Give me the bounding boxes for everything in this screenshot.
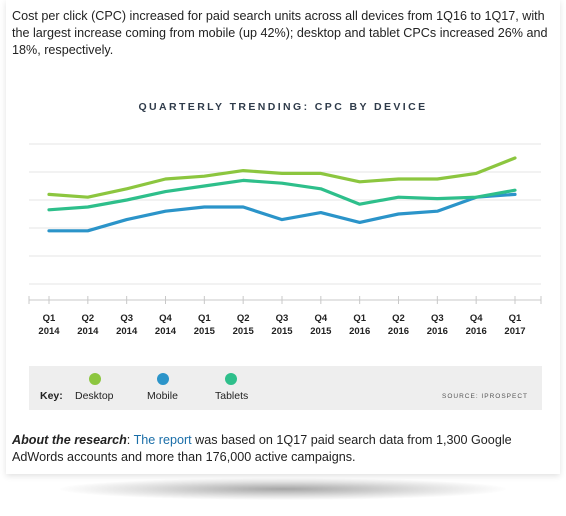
x-tick-label-quarter-1: Q2 [81, 313, 94, 324]
desktop-legend-label: Desktop [75, 390, 114, 402]
mobile-legend-label: Mobile [147, 390, 178, 402]
about-colon: : [126, 433, 134, 447]
x-tick-label-year-9: 2016 [388, 326, 409, 337]
legend-key-label: Key: [40, 390, 63, 402]
legend-bar: Key: Desktop Mobile Tablets SOURCE: IPRO… [29, 366, 542, 410]
x-tick-label-quarter-12: Q1 [509, 313, 522, 324]
chart-x-axis [28, 296, 542, 304]
page-curl-shadow [60, 478, 506, 500]
x-tick-label-year-7: 2015 [310, 326, 332, 337]
source-note: SOURCE: IPROSPECT [442, 393, 528, 400]
x-tick-label-year-4: 2015 [194, 326, 216, 337]
cpc-line-chart: Q1 2014 Q2 2014 Q3 2014 Q4 2014 Q1 2015 Q2 2015 Q3 20… [28, 143, 542, 337]
desktop-series-line [47, 156, 517, 199]
x-tick-label-year-12: 2017 [504, 326, 525, 337]
x-tick-label-year-10: 2016 [427, 326, 448, 337]
x-tick-label-year-1: 2014 [77, 326, 99, 337]
x-tick-label-quarter-9: Q2 [392, 313, 405, 324]
tablets-series-line [47, 178, 517, 212]
x-tick-label-quarter-7: Q4 [314, 313, 327, 324]
chart-title: QUARTERLY TRENDING: CPC BY DEVICE [138, 101, 428, 113]
x-tick-label-year-3: 2014 [155, 326, 177, 337]
x-tick-label-quarter-5: Q2 [237, 313, 250, 324]
x-tick-label-quarter-3: Q4 [159, 313, 172, 324]
desktop-legend-dot [89, 373, 101, 385]
x-tick-label-quarter-10: Q3 [431, 313, 444, 324]
x-tick-label-year-6: 2015 [271, 326, 293, 337]
x-tick-label-year-0: 2014 [38, 326, 60, 337]
chart-tick-labels: Q1 2014 Q2 2014 Q3 2014 Q4 2014 Q1 2015 Q2 2015 Q3 20… [38, 313, 525, 337]
x-tick-label-quarter-11: Q4 [470, 313, 483, 324]
tablets-legend-label: Tablets [215, 390, 249, 402]
x-tick-label-quarter-2: Q3 [120, 313, 133, 324]
x-tick-label-year-2: 2014 [116, 326, 138, 337]
x-tick-label-year-5: 2015 [233, 326, 255, 337]
report-link[interactable]: The report [133, 433, 192, 447]
x-tick-label-year-8: 2016 [349, 326, 370, 337]
about-rest: was based on 1Q17 paid search data from … [12, 433, 512, 464]
x-tick-label-year-11: 2016 [466, 326, 487, 337]
x-tick-label-quarter-6: Q3 [276, 313, 289, 324]
chart-grid [29, 143, 541, 285]
x-tick-label-quarter-8: Q1 [353, 313, 366, 324]
mobile-series-line [47, 192, 517, 233]
chart-series [47, 156, 517, 233]
about-paragraph: About the research: The report was based… [12, 432, 552, 466]
x-tick-label-quarter-0: Q1 [43, 313, 56, 324]
mobile-legend-dot [157, 373, 169, 385]
about-lead: About the research [12, 433, 127, 447]
tablets-legend-dot [225, 373, 237, 385]
x-tick-label-quarter-4: Q1 [198, 313, 211, 324]
intro-paragraph: Cost per click (CPC) increased for paid … [12, 9, 548, 57]
